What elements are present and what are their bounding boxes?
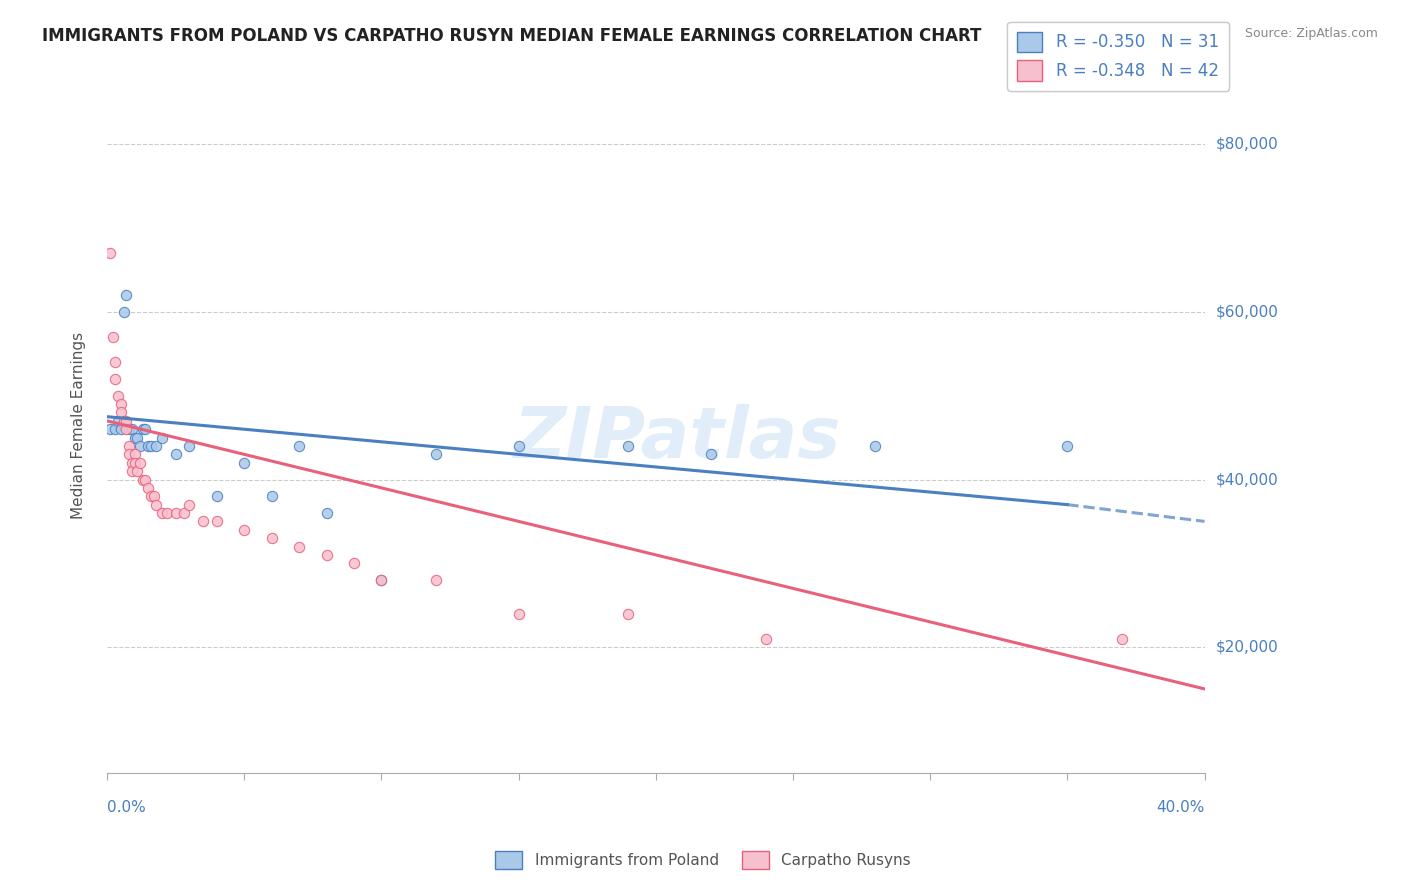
Point — [260, 531, 283, 545]
Text: ZIPatlas: ZIPatlas — [515, 404, 841, 474]
Point — [205, 489, 228, 503]
Point — [260, 489, 283, 503]
Point — [115, 422, 138, 436]
Point — [127, 464, 149, 478]
Point — [110, 405, 132, 419]
Point — [1056, 439, 1078, 453]
Point — [343, 556, 366, 570]
Point — [754, 632, 776, 646]
Text: 0.0%: 0.0% — [107, 799, 146, 814]
Point — [124, 456, 146, 470]
Point — [288, 540, 311, 554]
Point — [370, 573, 392, 587]
Point — [121, 422, 143, 436]
Point — [136, 481, 159, 495]
Point — [101, 330, 124, 344]
Point — [150, 431, 173, 445]
Point — [145, 439, 167, 453]
Point — [110, 397, 132, 411]
Point — [104, 422, 127, 436]
Text: $40,000: $40,000 — [1216, 472, 1278, 487]
Point — [205, 515, 228, 529]
Point — [134, 473, 156, 487]
Point — [115, 414, 138, 428]
Point — [142, 489, 165, 503]
Point — [508, 439, 530, 453]
Point — [132, 473, 155, 487]
Point — [121, 456, 143, 470]
Point — [173, 506, 195, 520]
Point — [288, 439, 311, 453]
Point — [115, 288, 138, 302]
Point — [104, 372, 127, 386]
Point — [98, 422, 121, 436]
Point — [139, 489, 162, 503]
Point — [118, 447, 141, 461]
Legend: R = -0.350   N = 31, R = -0.348   N = 42: R = -0.350 N = 31, R = -0.348 N = 42 — [1008, 21, 1229, 91]
Point — [165, 506, 187, 520]
Text: IMMIGRANTS FROM POLAND VS CARPATHO RUSYN MEDIAN FEMALE EARNINGS CORRELATION CHAR: IMMIGRANTS FROM POLAND VS CARPATHO RUSYN… — [42, 27, 981, 45]
Point — [617, 439, 640, 453]
Point — [699, 447, 721, 461]
Point — [315, 506, 337, 520]
Point — [129, 439, 152, 453]
Point — [370, 573, 392, 587]
Point — [617, 607, 640, 621]
Point — [132, 422, 155, 436]
Text: $20,000: $20,000 — [1216, 640, 1278, 655]
Point — [145, 498, 167, 512]
Text: $60,000: $60,000 — [1216, 304, 1278, 319]
Point — [1111, 632, 1133, 646]
Legend: Immigrants from Poland, Carpatho Rusyns: Immigrants from Poland, Carpatho Rusyns — [489, 845, 917, 875]
Y-axis label: Median Female Earnings: Median Female Earnings — [72, 332, 86, 518]
Point — [129, 456, 152, 470]
Point — [127, 431, 149, 445]
Point — [425, 573, 447, 587]
Text: $80,000: $80,000 — [1216, 137, 1278, 152]
Point — [191, 515, 214, 529]
Point — [118, 439, 141, 453]
Point — [107, 414, 129, 428]
Point — [104, 355, 127, 369]
Point — [156, 506, 179, 520]
Point — [124, 447, 146, 461]
Text: Source: ZipAtlas.com: Source: ZipAtlas.com — [1244, 27, 1378, 40]
Point — [112, 305, 135, 319]
Point — [165, 447, 187, 461]
Point — [98, 246, 121, 260]
Point — [134, 422, 156, 436]
Point — [136, 439, 159, 453]
Point — [425, 447, 447, 461]
Point — [179, 439, 201, 453]
Text: 40.0%: 40.0% — [1156, 799, 1205, 814]
Point — [508, 607, 530, 621]
Point — [315, 548, 337, 562]
Point — [112, 414, 135, 428]
Point — [110, 422, 132, 436]
Point — [179, 498, 201, 512]
Point — [121, 464, 143, 478]
Point — [139, 439, 162, 453]
Point — [865, 439, 887, 453]
Point — [124, 431, 146, 445]
Point — [150, 506, 173, 520]
Point — [118, 422, 141, 436]
Point — [107, 389, 129, 403]
Point — [233, 456, 256, 470]
Point — [233, 523, 256, 537]
